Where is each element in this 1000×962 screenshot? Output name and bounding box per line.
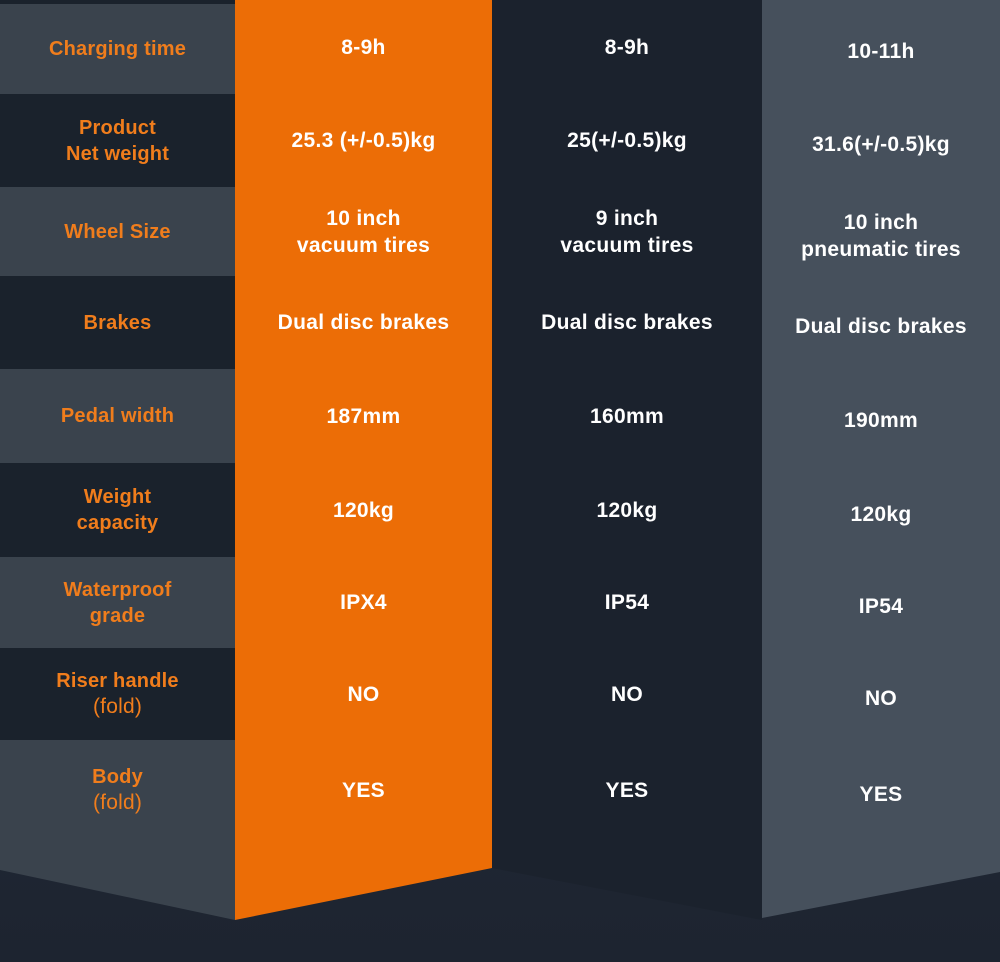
label-riser-handle-fold: Riser handle (fold) xyxy=(56,670,179,718)
m1-weight-capacity: 120kg xyxy=(332,498,395,522)
labels-column-filler xyxy=(0,840,235,920)
m2-weight-capacity: 120kg xyxy=(596,498,658,522)
m2-pedal-width: 160mm xyxy=(590,404,664,428)
m1-brakes: Dual disc brakes xyxy=(277,311,450,334)
m2-riser-handle-fold: NO xyxy=(610,682,644,706)
m3-waterproof-grade: IP54 xyxy=(858,595,904,618)
m1-body-fold: YES xyxy=(342,778,385,802)
m3-weight-capacity: 120kg xyxy=(850,502,912,526)
m3-product-net-weight: 31.6(+/-0.5)kg xyxy=(812,133,950,156)
m1-charging-time: 8-9h xyxy=(341,35,386,59)
model-1-column: 8-9h 25.3 (+/-0.5)kg 10 inch vacuum tire… xyxy=(235,0,492,920)
m1-pedal-width: 187mm xyxy=(326,404,401,428)
model-2-column: 8-9h 25(+/-0.5)kg 9 inch vacuum tires Du… xyxy=(492,0,762,920)
m2-body-fold: YES xyxy=(605,778,649,802)
m3-riser-handle-fold: NO xyxy=(864,686,898,710)
m3-wheel-size: 10 inch pneumatic tires xyxy=(801,210,961,261)
m1-product-net-weight: 25.3 (+/-0.5)kg xyxy=(291,129,436,152)
m3-brakes: Dual disc brakes xyxy=(795,315,967,338)
label-product-net-weight: Product Net weight xyxy=(65,116,170,165)
m2-brakes: Dual disc brakes xyxy=(541,311,713,334)
m1-riser-handle-fold: NO xyxy=(347,682,380,706)
label-charging-time: Charging time xyxy=(0,4,235,94)
label-weight-capacity: Weight capacity xyxy=(76,486,159,534)
m3-charging-time: 10-11h xyxy=(847,39,915,63)
model-3-column: 10-11h 31.6(+/-0.5)kg 10 inch pneumatic … xyxy=(762,0,1000,918)
label-body-fold: Body (fold) xyxy=(0,740,235,840)
m3-body-fold: YES xyxy=(859,782,903,806)
m3-pedal-width: 190mm xyxy=(844,408,918,432)
m1-waterproof-grade: IPX4 xyxy=(340,591,387,614)
m2-wheel-size: 9 inch vacuum tires xyxy=(560,206,694,257)
label-brakes: Brakes xyxy=(83,311,152,334)
m2-waterproof-grade: IP54 xyxy=(604,591,650,614)
m2-product-net-weight: 25(+/-0.5)kg xyxy=(567,129,687,152)
label-pedal-width: Pedal width xyxy=(0,369,235,463)
m1-wheel-size: 10 inch vacuum tires xyxy=(296,206,431,257)
spec-labels-column: Charging time Product Net weight Wheel S… xyxy=(0,0,235,920)
label-wheel-size: Wheel Size xyxy=(0,187,235,276)
m2-charging-time: 8-9h xyxy=(604,35,650,59)
label-waterproof-grade: Waterproof grade xyxy=(0,557,235,648)
